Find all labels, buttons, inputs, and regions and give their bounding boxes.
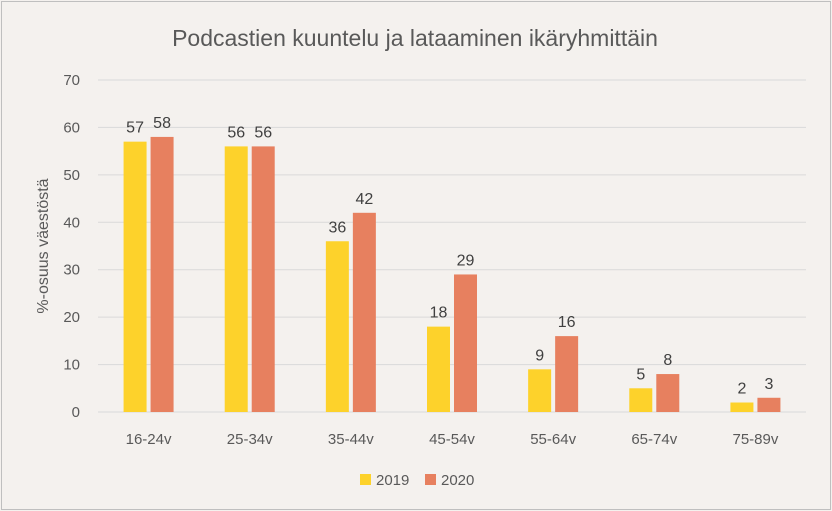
bar-2019-25-34v — [224, 146, 248, 412]
bar-2019-35-44v — [325, 241, 349, 412]
legend: 2019 2020 — [360, 472, 474, 489]
bar-2020-16-24v — [150, 136, 174, 412]
x-tick-label: 45-54v — [429, 431, 475, 448]
bar-2019-65-74v — [629, 388, 653, 412]
bar-2020-55-64v — [555, 336, 579, 412]
y-tick-label: 70 — [63, 72, 80, 89]
bar-2020-45-54v — [454, 274, 477, 412]
data-label: 5 — [636, 366, 645, 383]
bar-2019-75-89v — [730, 402, 754, 412]
y-tick-label: 20 — [63, 309, 80, 326]
gridlines — [98, 79, 806, 413]
data-label: 57 — [126, 120, 144, 137]
y-tick-label: 30 — [63, 262, 80, 279]
data-label: 9 — [535, 347, 544, 364]
x-tick-label: 65-74v — [631, 431, 677, 448]
bar-2019-55-64v — [528, 369, 552, 412]
data-label: 8 — [663, 352, 672, 369]
y-axis-ticks: 0 10 20 30 40 50 60 70 — [63, 72, 80, 421]
x-tick-label: 55-64v — [530, 431, 576, 448]
y-tick-label: 50 — [63, 167, 80, 184]
y-tick-label: 0 — [72, 404, 80, 421]
data-label: 36 — [328, 219, 346, 236]
data-label: 56 — [227, 124, 245, 141]
x-tick-label: 16-24v — [126, 431, 172, 448]
bars — [123, 136, 781, 412]
x-tick-label: 35-44v — [328, 431, 374, 448]
data-label: 3 — [764, 376, 773, 393]
x-axis-ticks: 16-24v 25-34v 35-44v 45-54v 55-64v 65-74v 75-8… — [126, 431, 779, 448]
legend-label: 2019 — [376, 472, 409, 489]
y-axis-title: %-osuus väestöstä — [35, 178, 52, 313]
x-tick-label: 25-34v — [227, 431, 273, 448]
bar-2020-65-74v — [656, 374, 680, 412]
data-label: 58 — [153, 115, 171, 132]
bar-2020-25-34v — [251, 146, 275, 412]
data-label: 2 — [737, 381, 746, 398]
chart-title: Podcastien kuuntelu ja lataaminen ikäryh… — [172, 25, 658, 51]
data-label: 29 — [457, 252, 475, 269]
data-label: 56 — [254, 124, 272, 141]
legend-swatch-2019 — [360, 474, 371, 485]
bar-2019-45-54v — [427, 326, 450, 412]
y-tick-label: 60 — [63, 119, 80, 136]
bar-2019-16-24v — [123, 141, 147, 412]
legend-swatch-2020 — [425, 474, 436, 485]
y-tick-label: 10 — [63, 357, 80, 374]
data-label: 16 — [558, 314, 576, 331]
bar-2020-35-44v — [352, 212, 376, 412]
data-label: 18 — [430, 305, 448, 322]
data-label: 42 — [355, 191, 373, 208]
legend-label: 2020 — [441, 472, 474, 489]
x-tick-label: 75-89v — [732, 431, 778, 448]
y-tick-label: 40 — [63, 214, 80, 231]
bar-2020-75-89v — [757, 397, 781, 412]
